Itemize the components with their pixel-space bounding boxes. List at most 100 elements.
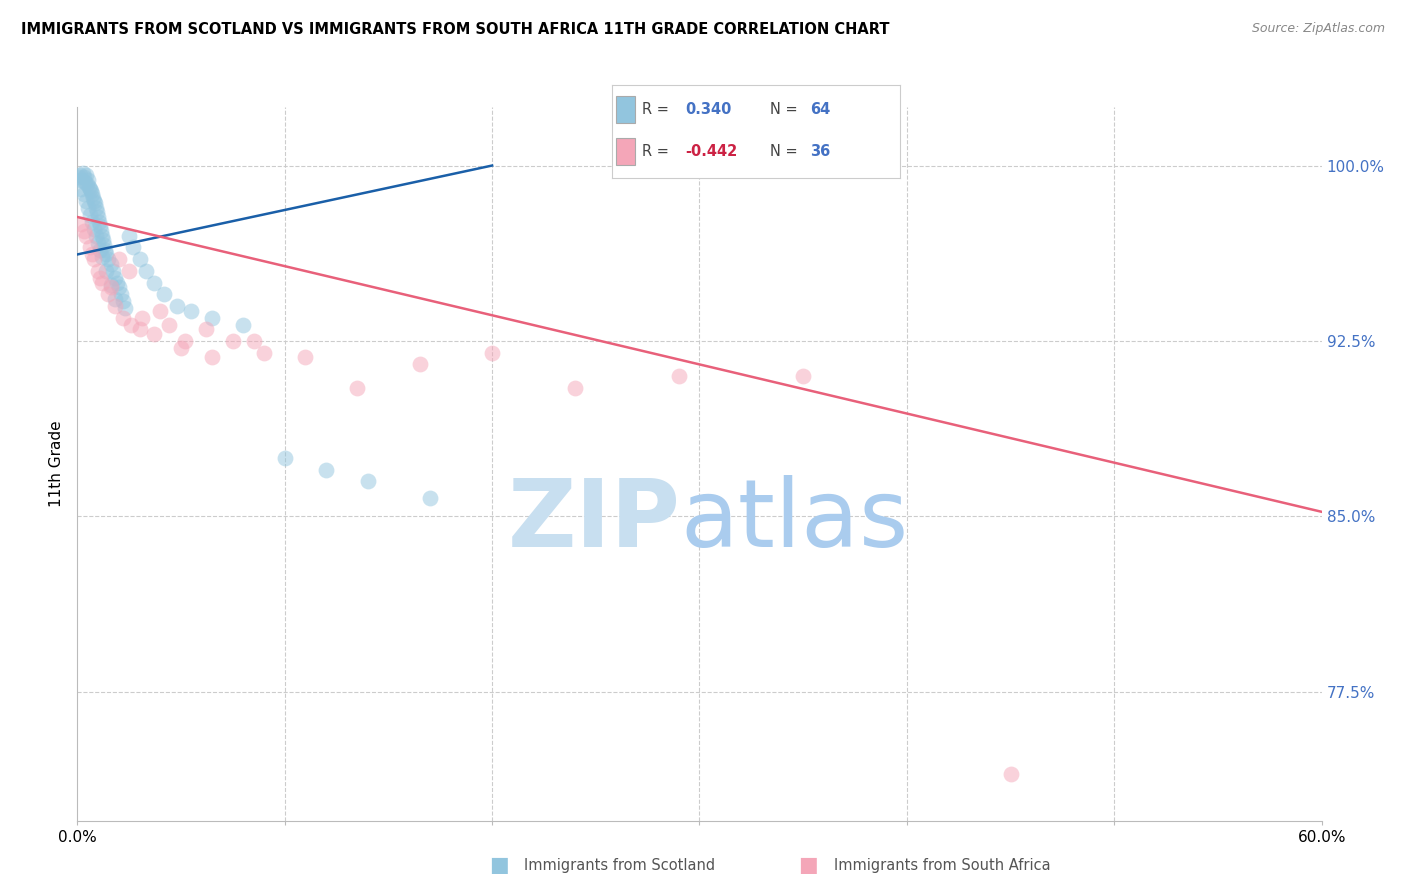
Point (128, 322, 150, 336)
Point (110, 287, 132, 301)
Point (118, 228, 141, 243)
Point (294, 351, 316, 365)
Point (135, 264, 157, 278)
Point (96, 264, 118, 278)
Point (80, 215, 103, 229)
Point (84, 196, 107, 211)
Text: Source: ZipAtlas.com: Source: ZipAtlas.com (1251, 22, 1385, 36)
Point (792, 369, 814, 384)
Point (143, 326, 166, 341)
Point (87, 235, 110, 250)
Point (75, 228, 97, 243)
Point (91, 228, 114, 243)
Point (174, 334, 197, 348)
Point (201, 351, 224, 365)
Point (100, 280, 122, 294)
Point (80, 247, 103, 261)
Point (131, 310, 153, 325)
Point (201, 310, 224, 325)
Point (80, 184, 103, 198)
Point (79, 182, 101, 196)
Point (481, 345, 503, 359)
Point (100, 257, 122, 271)
Point (419, 491, 441, 505)
Point (72, 186, 94, 201)
Point (96, 247, 118, 261)
Point (346, 381, 368, 395)
Point (222, 334, 245, 348)
Point (89, 270, 111, 285)
Point (111, 310, 134, 325)
Text: 36: 36 (810, 145, 831, 159)
Bar (616, 96, 634, 123)
Point (242, 334, 264, 348)
Point (87, 210, 110, 224)
Point (93, 238, 115, 252)
Text: R =: R = (643, 145, 669, 159)
Point (157, 318, 180, 332)
Point (180, 303, 202, 318)
Point (72, 165, 94, 179)
Point (76, 201, 98, 215)
Point (97, 252, 120, 266)
Point (97, 287, 120, 301)
Y-axis label: 11th Grade: 11th Grade (49, 420, 65, 508)
Point (79, 208, 101, 222)
Point (83, 252, 105, 266)
Point (70, 217, 93, 231)
Point (77, 179, 100, 194)
Point (122, 240, 145, 254)
Point (153, 287, 176, 301)
Point (70, 172, 93, 186)
Point (69, 168, 91, 182)
Point (73, 175, 96, 189)
Point (84, 228, 107, 243)
Point (80, 186, 103, 201)
Point (75, 194, 97, 208)
Point (149, 303, 172, 318)
Point (84, 201, 107, 215)
Point (105, 276, 128, 290)
Text: ■: ■ (799, 855, 818, 875)
Point (91, 234, 114, 248)
Point (86, 205, 108, 219)
Text: 64: 64 (810, 102, 831, 117)
Text: atlas: atlas (681, 475, 910, 567)
Point (253, 345, 276, 359)
Point (232, 318, 254, 332)
Point (70, 182, 93, 196)
Point (75, 168, 97, 182)
Point (104, 299, 127, 313)
Point (87, 264, 110, 278)
Point (67, 170, 90, 185)
Point (128, 252, 150, 266)
Point (82, 191, 104, 205)
Point (83, 221, 105, 235)
Point (118, 264, 141, 278)
Point (87, 215, 110, 229)
Text: ■: ■ (489, 855, 509, 875)
Point (357, 475, 380, 489)
Point (89, 243, 111, 257)
Text: -0.442: -0.442 (685, 145, 737, 159)
Point (108, 252, 131, 266)
Point (194, 322, 217, 336)
Point (72, 224, 94, 238)
Point (104, 270, 127, 285)
Point (94, 243, 117, 257)
Point (108, 280, 131, 294)
Point (120, 318, 142, 332)
Point (89, 219, 111, 234)
Point (76, 172, 98, 186)
Point (79, 240, 101, 254)
Point (668, 369, 690, 384)
Text: R =: R = (643, 102, 669, 117)
Point (408, 358, 430, 372)
Text: 0.340: 0.340 (685, 102, 731, 117)
Point (1000, 767, 1022, 781)
Point (315, 463, 337, 477)
Point (90, 224, 112, 238)
Point (100, 277, 122, 292)
Point (101, 264, 124, 278)
Point (114, 301, 136, 316)
